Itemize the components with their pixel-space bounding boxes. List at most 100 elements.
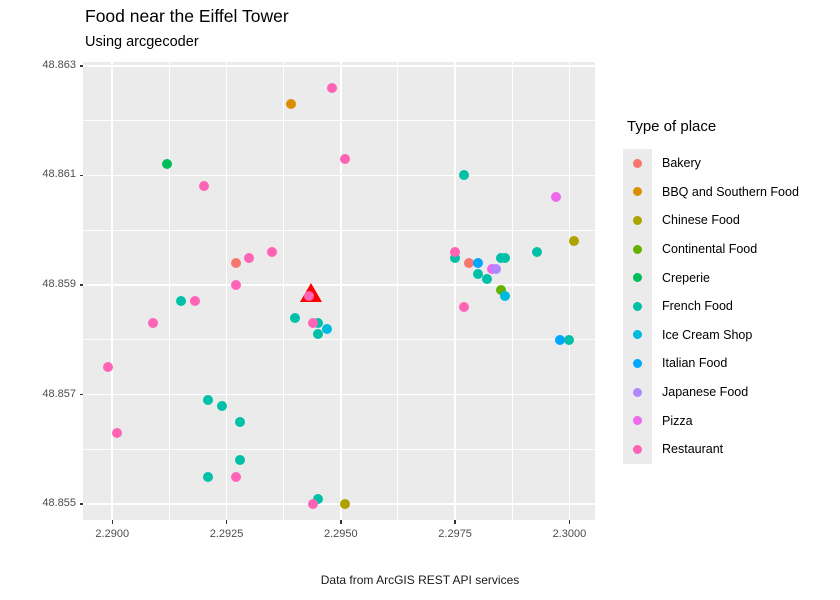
data-point-restaurant — [450, 247, 461, 258]
plot-caption: Data from ArcGIS REST API services — [320, 573, 520, 587]
y-tick-mark — [79, 284, 83, 286]
x-tick-label: 2.2925 — [209, 528, 244, 540]
data-point-french-food — [500, 252, 511, 263]
data-point-chinese-food — [568, 236, 579, 247]
major-gridline — [83, 393, 595, 396]
x-tick-mark — [568, 520, 571, 524]
y-tick-label: 48.859 — [42, 277, 76, 290]
legend-swatch-icon — [633, 158, 642, 168]
plot-title: Food near the Eiffel Tower — [85, 6, 289, 26]
legend-swatch-icon — [633, 215, 642, 225]
data-point-french-food — [459, 170, 470, 181]
major-gridline — [83, 65, 595, 67]
legend-key — [623, 349, 652, 378]
y-tick-label: 48.863 — [42, 58, 76, 71]
plot-subtitle: Using arcgecoder — [85, 34, 199, 50]
data-point-french-food — [564, 334, 575, 345]
y-tick-label: 48.861 — [42, 168, 76, 181]
data-point-french-food — [216, 400, 227, 411]
minor-gridline — [168, 62, 170, 520]
legend-item: BBQ and Southern Food — [623, 177, 799, 207]
minor-gridline — [283, 62, 285, 520]
major-gridline — [340, 62, 342, 520]
data-point-chinese-food — [340, 499, 351, 510]
y-tick-mark — [79, 393, 83, 396]
minor-gridline — [83, 448, 595, 450]
legend-item-label: Creperie — [662, 270, 710, 285]
y-tick-mark — [79, 174, 83, 177]
legend-key — [623, 263, 652, 292]
minor-gridline — [511, 62, 513, 520]
legend-swatch-icon — [633, 387, 642, 397]
data-point-restaurant — [459, 301, 470, 312]
data-point-french-food — [175, 296, 186, 307]
legend-key — [623, 434, 652, 464]
data-point-french-food — [312, 329, 323, 340]
legend-item-label: Italian Food — [662, 356, 728, 371]
data-point-restaurant — [102, 362, 113, 373]
data-point-french-food — [482, 274, 493, 285]
major-gridline — [225, 62, 228, 520]
data-point-restaurant — [308, 499, 319, 510]
legend-item-label: Pizza — [662, 413, 693, 428]
legend-item: Pizza — [623, 406, 799, 435]
legend-item-label: Japanese Food — [662, 385, 749, 400]
y-tick-mark — [79, 65, 83, 67]
minor-gridline — [83, 120, 595, 122]
data-point-bakery — [463, 258, 474, 269]
legend-key — [623, 377, 652, 407]
data-point-pizza — [550, 192, 561, 203]
y-tick-label: 48.857 — [42, 387, 76, 400]
legend-key — [623, 291, 652, 321]
x-tick-mark — [340, 520, 342, 524]
legend-swatch-icon — [633, 330, 642, 340]
x-tick-label: 2.2975 — [438, 528, 472, 540]
legend-item: Chinese Food — [623, 206, 799, 235]
data-point-continental-food — [495, 285, 506, 296]
plot-panel — [83, 62, 595, 520]
legend-item: Japanese Food — [623, 377, 799, 407]
data-point-restaurant — [189, 296, 200, 307]
legend-item-label: French Food — [662, 299, 733, 314]
data-point-french-food — [235, 455, 246, 466]
legend-item-label: Chinese Food — [662, 213, 740, 228]
x-tick-label: 2.3000 — [552, 528, 587, 540]
y-tick-label: 48.855 — [42, 497, 76, 510]
major-gridline — [83, 174, 595, 177]
legend-item: Italian Food — [623, 349, 799, 378]
data-point-french-food — [312, 493, 323, 504]
x-tick-mark — [225, 520, 228, 524]
major-gridline — [83, 284, 595, 286]
legend-swatch-icon — [633, 187, 642, 197]
data-point-ice-cream-shop — [322, 323, 333, 334]
minor-gridline — [397, 62, 399, 520]
legend-item-label: BBQ and Southern Food — [662, 184, 799, 199]
data-point-restaurant — [244, 252, 255, 263]
data-point-restaurant — [308, 318, 319, 329]
minor-gridline — [83, 229, 595, 231]
data-point-restaurant — [340, 153, 351, 164]
legend-item-label: Continental Food — [662, 242, 758, 257]
data-point-bakery — [230, 258, 241, 269]
legend-item: Continental Food — [623, 234, 799, 264]
legend-item: Restaurant — [623, 434, 799, 464]
major-gridline — [568, 62, 571, 520]
data-point-restaurant — [267, 247, 278, 258]
data-point-restaurant — [326, 82, 337, 93]
major-gridline — [111, 62, 114, 520]
legend: Type of place Bakery BBQ and Southern Foo… — [623, 118, 799, 464]
data-point-french-food — [235, 416, 246, 427]
data-point-french-food — [450, 252, 461, 263]
legend-title: Type of place — [627, 118, 717, 135]
legend-item-label: Ice Cream Shop — [662, 327, 753, 342]
data-point-italian-food — [472, 258, 483, 269]
legend-items: Bakery BBQ and Southern Food Chinese Food C… — [623, 149, 799, 464]
legend-swatch-icon — [633, 358, 642, 368]
x-tick-mark — [111, 520, 113, 524]
legend-key — [623, 320, 652, 350]
legend-item: Bakery — [623, 149, 799, 178]
data-point-restaurant — [303, 290, 314, 301]
legend-item-label: Bakery — [662, 156, 701, 171]
legend-key — [623, 234, 652, 264]
